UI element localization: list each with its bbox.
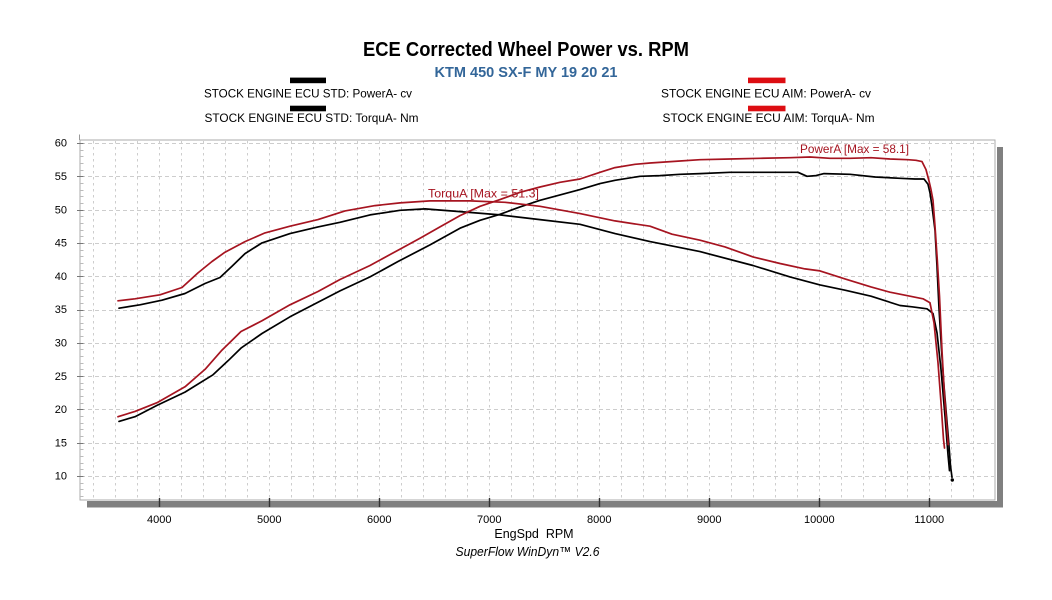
svg-text:SuperFlow WinDyn™ V2.6: SuperFlow WinDyn™ V2.6 xyxy=(456,544,601,559)
svg-text:45: 45 xyxy=(55,238,67,250)
svg-text:50: 50 xyxy=(55,204,67,216)
svg-text:PowerA [Max = 58.1]: PowerA [Max = 58.1] xyxy=(800,142,909,156)
svg-text:55: 55 xyxy=(55,171,67,183)
svg-text:4000: 4000 xyxy=(147,514,171,526)
svg-text:60: 60 xyxy=(55,138,67,150)
svg-text:7000: 7000 xyxy=(477,514,501,526)
svg-text:ECE Corrected Wheel Power vs.: ECE Corrected Wheel Power vs. RPM xyxy=(363,39,689,61)
svg-text:STOCK ENGINE ECU STD: PowerA-: STOCK ENGINE ECU STD: PowerA- cv xyxy=(204,87,412,101)
svg-text:25: 25 xyxy=(55,371,67,383)
svg-text:6000: 6000 xyxy=(367,514,391,526)
svg-text:8000: 8000 xyxy=(587,514,611,526)
svg-text:20: 20 xyxy=(55,404,67,416)
svg-text:30: 30 xyxy=(55,338,67,350)
svg-text:15: 15 xyxy=(55,437,67,449)
svg-text:10: 10 xyxy=(55,471,67,483)
svg-text:9000: 9000 xyxy=(697,514,721,526)
svg-text:35: 35 xyxy=(55,304,67,316)
svg-text:5000: 5000 xyxy=(257,514,281,526)
svg-text:11000: 11000 xyxy=(914,514,944,526)
svg-text:KTM 450 SX-F MY 19 20 21: KTM 450 SX-F MY 19 20 21 xyxy=(435,65,618,81)
svg-text:STOCK ENGINE ECU STD: TorquA-: STOCK ENGINE ECU STD: TorquA- Nm xyxy=(205,111,419,125)
svg-text:40: 40 xyxy=(55,271,67,283)
svg-text:STOCK ENGINE ECU AIM: TorquA-: STOCK ENGINE ECU AIM: TorquA- Nm xyxy=(663,111,875,125)
svg-text:EngSpd RPM: EngSpd RPM xyxy=(494,527,573,541)
svg-text:10000: 10000 xyxy=(804,514,835,526)
svg-text:STOCK ENGINE ECU AIM: PowerA-: STOCK ENGINE ECU AIM: PowerA- cv xyxy=(661,87,871,101)
svg-text:TorquA [Max = 51.3]: TorquA [Max = 51.3] xyxy=(428,187,539,201)
